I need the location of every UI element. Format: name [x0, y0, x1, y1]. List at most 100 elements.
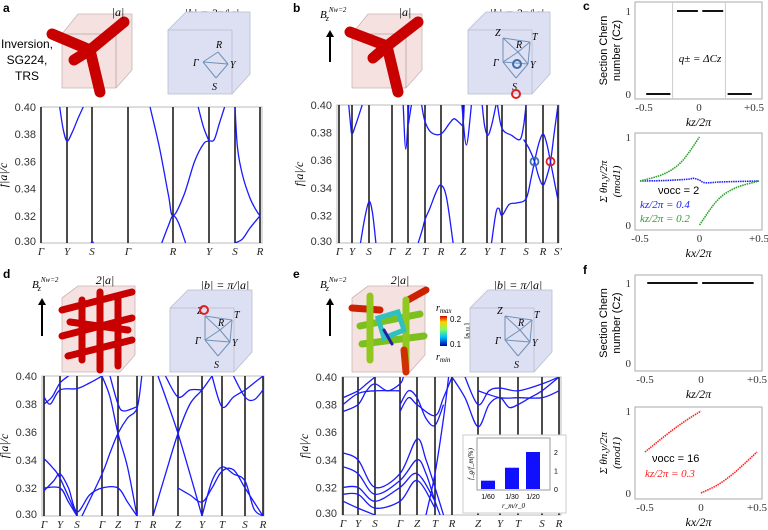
bz-point-label: R	[515, 40, 522, 51]
field-sup: Nw=2	[40, 276, 59, 284]
y-tick-label: 0.34	[15, 184, 36, 196]
arrow-up-icon	[326, 30, 334, 37]
k-point-label: Y	[57, 519, 65, 530]
x-tick-label: +0.5	[744, 102, 764, 114]
k-point-label: R	[437, 246, 445, 258]
k-point-label: Γ	[396, 518, 404, 530]
symmetry-line: SG224,	[7, 53, 48, 67]
bz-edge	[168, 29, 233, 94]
k-point-label: Γ	[339, 518, 347, 530]
symmetry-label: Inversion, SG224, TRS	[1, 37, 53, 83]
panel-label-a: a	[3, 1, 10, 15]
band-curve	[43, 376, 69, 405]
inset-y-tick: 1	[554, 469, 558, 476]
k-point-label: T	[219, 519, 226, 530]
bz-path-line	[219, 319, 233, 331]
band-curve	[342, 377, 376, 399]
x-tick-label: +0.5	[749, 233, 768, 245]
y-axis-label: Σ θn,y/2π	[598, 160, 610, 203]
bz-point-label: Y	[230, 60, 237, 71]
field-sup: Nw=2	[328, 6, 347, 14]
bz-path-line	[217, 51, 229, 65]
bz-point-label: S	[514, 360, 519, 371]
field-label: BzNw=2	[320, 276, 347, 293]
y-tick-label: 1	[626, 278, 632, 290]
k-point-label: Z	[405, 246, 412, 258]
brillouin-zone-e: Γ RY S Z T	[469, 289, 553, 373]
annotation: νocc = 2	[658, 185, 699, 197]
rod-network	[58, 288, 136, 374]
unit-cell-d	[58, 285, 136, 374]
band-curve	[201, 466, 264, 516]
band-curve	[523, 105, 559, 186]
y-tick-label: 0.40	[316, 372, 337, 384]
real-space-label-a: |a|	[112, 5, 125, 19]
x-tick-label: -0.5	[635, 102, 653, 114]
bz-path-line	[202, 51, 219, 63]
wilson-loop-curve	[700, 451, 758, 494]
y-tick-label: 0.30	[311, 236, 332, 248]
band-curve	[149, 107, 226, 217]
k-point-label: Γ	[98, 519, 106, 530]
annotation: q± = ΔCz	[679, 53, 722, 65]
bz-point-label: Y	[530, 60, 537, 71]
field-label: BzNw=2	[320, 6, 347, 23]
y-axis-label: f|a|/c	[0, 433, 11, 458]
y-tick-label: 0.38	[316, 400, 337, 412]
rmax-sub: max	[440, 307, 453, 315]
bz-path-line	[504, 315, 533, 321]
bz-path-line	[204, 315, 233, 321]
wilson-loop-curve	[639, 136, 701, 182]
bz-path-line	[519, 319, 533, 331]
k-point-label: S	[372, 518, 378, 530]
band-curve	[101, 376, 138, 516]
unit-cell-e	[348, 285, 430, 376]
bz-path-line	[502, 51, 519, 63]
plot-f-bottom: -0.5 0 +0.5 0 1 kx/2π Σ θn,y/2π (mod1) νocc = 16…	[598, 406, 767, 529]
k-point-label: S	[74, 519, 80, 530]
bz-point-label: R	[517, 318, 524, 329]
x-axis-label: kz/2π	[686, 115, 712, 129]
rod-network	[46, 16, 130, 98]
field-sub: z	[325, 14, 330, 23]
y-tick-label: 0.36	[316, 427, 337, 439]
bz-path-line	[529, 319, 533, 343]
band-curve	[342, 479, 436, 509]
y-tick-label: 0	[626, 89, 632, 101]
y-axis-label: Section Chern	[598, 288, 610, 358]
panel-label-e: e	[293, 267, 300, 281]
bz-path-line	[504, 315, 521, 331]
k-point-label: R	[256, 246, 264, 258]
bz-point-label: Γ	[192, 58, 199, 69]
panel-label-c: c	[583, 0, 590, 13]
y-tick-label: 0.32	[311, 210, 332, 222]
k-point-label: S	[89, 246, 95, 258]
y-tick-label: 0	[626, 358, 632, 370]
band-curve	[59, 107, 84, 142]
band-curve	[43, 473, 138, 516]
k-point-label: T	[499, 246, 506, 258]
band-curve	[348, 105, 363, 135]
weyl-point-marker	[545, 156, 556, 167]
rmax-label: r	[436, 303, 440, 314]
bz-path-line	[217, 341, 231, 357]
band-curve	[234, 215, 261, 243]
k-point-label: S′	[554, 246, 563, 258]
x-tick-label: -0.5	[636, 502, 654, 514]
plot-frame	[634, 406, 763, 500]
legend-label: kz/2π = 0.4	[640, 199, 690, 211]
band-plot-b: Γ Y S Γ Z T R Z Y T S R S′0.300.320.340.360.380.40f|…	[292, 100, 563, 258]
band-curve	[496, 105, 527, 141]
legend-label: kz/2π = 0.2	[640, 213, 690, 225]
y-tick-label: 0.36	[16, 427, 37, 439]
band-curve	[402, 105, 410, 150]
y-tick-label: 0.40	[311, 100, 332, 112]
y-tick-label: 0.38	[16, 399, 37, 411]
y-tick-label: 0.36	[311, 155, 332, 167]
bz-cube	[469, 289, 553, 373]
field-symbol: B	[320, 9, 327, 21]
wilson-loop-curve	[639, 177, 760, 184]
